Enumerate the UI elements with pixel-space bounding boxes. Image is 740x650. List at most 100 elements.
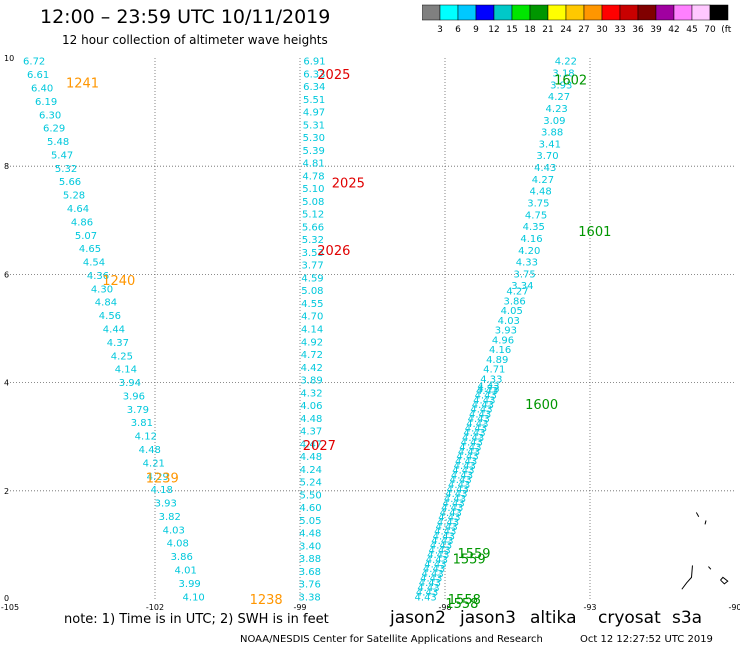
wave-height-label: 3.76 xyxy=(299,580,321,591)
wave-height-label: 3.38 xyxy=(299,592,321,603)
wave-height-label: 3.96 xyxy=(123,391,145,402)
wave-height-label: 4.43 xyxy=(431,536,453,547)
wave-height-label: 5.47 xyxy=(51,150,73,161)
wave-height-label: 4.43 xyxy=(473,395,495,406)
wave-height-label: 4.43 xyxy=(476,386,498,397)
wave-height-label: 4.43 xyxy=(468,414,490,425)
legend-label: 33 xyxy=(614,25,625,35)
wave-height-label: 4.44 xyxy=(103,325,125,336)
wave-height-label: 3.53 xyxy=(302,248,324,259)
wave-height-label: 4.23 xyxy=(546,104,568,115)
wave-height-label: 4.12 xyxy=(135,432,157,443)
wave-height-label: 3.86 xyxy=(171,552,193,563)
wave-height-label: 4.47 xyxy=(300,439,322,450)
wave-height-label: 4.43 xyxy=(458,447,480,458)
wave-height-label: 4.89 xyxy=(486,355,508,366)
wave-height-label: 4.55 xyxy=(301,299,323,310)
wave-height-label: 5.32 xyxy=(302,235,324,246)
legend-label: (ft) xyxy=(721,25,732,35)
legend-label: 70 xyxy=(704,25,716,35)
wave-height-label: 6.34 xyxy=(303,82,325,93)
wave-height-label: 4.20 xyxy=(518,246,540,257)
wave-height-label: 4.36 xyxy=(87,271,109,282)
wave-height-label: 4.43 xyxy=(440,508,462,519)
wave-height-label: 5.30 xyxy=(303,133,325,144)
wave-height-label: 4.16 xyxy=(520,234,542,245)
wave-height-label: 4.48 xyxy=(139,445,161,456)
wave-height-label: 4.48 xyxy=(530,187,552,198)
wave-height-label: 4.43 xyxy=(472,400,494,411)
wave-height-label: 5.05 xyxy=(299,516,321,527)
legend-swatch xyxy=(709,4,729,21)
wave-height-label: 4.43 xyxy=(417,583,439,594)
wave-height-label: 4.42 xyxy=(301,363,323,374)
wave-height-label: 4.97 xyxy=(303,108,325,119)
wave-height-label: 4.43 xyxy=(426,555,448,566)
wave-height-label: 3.88 xyxy=(541,128,563,139)
wave-height-label: 4.43 xyxy=(466,419,488,430)
satellite-label-jason3: jason3 xyxy=(460,608,516,628)
coastline xyxy=(695,512,700,518)
wave-height-label: 4.37 xyxy=(300,427,322,438)
wave-height-label: 4.78 xyxy=(302,171,324,182)
wave-height-label: 5.51 xyxy=(303,95,325,106)
satellite-label-cryosat: cryosat xyxy=(598,608,661,628)
time-annotation: 1559 xyxy=(457,547,490,562)
wave-height-label: 4.33 xyxy=(516,258,538,269)
wave-height-label: 4.43 xyxy=(449,475,471,486)
wave-height-label: 4.43 xyxy=(420,574,442,585)
wave-height-label: 4.43 xyxy=(444,494,466,505)
wave-height-label: 4.86 xyxy=(71,217,93,228)
x-tick-label: -90 xyxy=(728,603,740,612)
wave-height-label: 4.84 xyxy=(95,298,117,309)
wave-height-label: 4.43 xyxy=(475,391,497,402)
time-annotation: 1238 xyxy=(250,593,283,608)
wave-height-label: 4.43 xyxy=(415,592,437,603)
wave-height-label: 3.99 xyxy=(179,579,201,590)
wave-height-label: 4.59 xyxy=(301,273,323,284)
wave-height-label: 6.19 xyxy=(35,97,57,108)
wave-height-label: 4.03 xyxy=(163,525,185,536)
time-annotation: 1558 xyxy=(448,593,481,608)
coastline xyxy=(708,566,712,570)
wave-height-label: 3.41 xyxy=(539,139,561,150)
time-annotation: 1558 xyxy=(445,597,478,612)
legend-label: 39 xyxy=(650,25,662,35)
legend-label: 36 xyxy=(632,25,644,35)
wave-height-label: 5.66 xyxy=(302,222,324,233)
legend-label: 21 xyxy=(542,25,553,35)
wave-height-label: 6.30 xyxy=(39,110,61,121)
wave-height-label: 4.43 xyxy=(437,517,459,528)
wave-height-label: 5.08 xyxy=(302,197,324,208)
wave-height-label: 3.40 xyxy=(299,541,321,552)
wave-height-label: 4.48 xyxy=(300,414,322,425)
wave-height-label: 5.48 xyxy=(47,137,69,148)
legend-label: 42 xyxy=(668,25,679,35)
legend-label: 45 xyxy=(686,25,697,35)
coastline xyxy=(720,576,729,585)
wave-height-label: 3.70 xyxy=(536,151,558,162)
wave-height-label: 6.72 xyxy=(23,57,45,68)
wave-height-label: 5.32 xyxy=(55,164,77,175)
time-annotation: 2027 xyxy=(303,439,336,454)
wave-height-label: 3.68 xyxy=(299,567,321,578)
legend-label: 12 xyxy=(488,25,499,35)
wave-height-label: 4.43 xyxy=(448,480,470,491)
wave-height-label: 4.43 xyxy=(463,428,485,439)
wave-height-label: 3.09 xyxy=(543,116,565,127)
wave-height-label: 4.03 xyxy=(498,316,520,327)
legend-label: 9 xyxy=(473,25,479,35)
time-annotation: 1559 xyxy=(453,552,486,567)
wave-height-label: 5.28 xyxy=(63,191,85,202)
wave-height-label: 4.56 xyxy=(99,311,121,322)
wave-height-label: 3.18 xyxy=(552,69,574,80)
page-subtitle: 12 hour collection of altimeter wave hei… xyxy=(62,33,328,47)
wave-height-label: 3.93 xyxy=(495,326,517,337)
wave-height-label: 4.06 xyxy=(300,401,322,412)
wave-height-label: 4.43 xyxy=(416,588,438,599)
legend-label: 15 xyxy=(506,25,517,35)
wave-height-label: 3.86 xyxy=(503,296,525,307)
wave-height-label: 4.37 xyxy=(107,338,129,349)
satellite-label-s3a: s3a xyxy=(672,608,703,628)
